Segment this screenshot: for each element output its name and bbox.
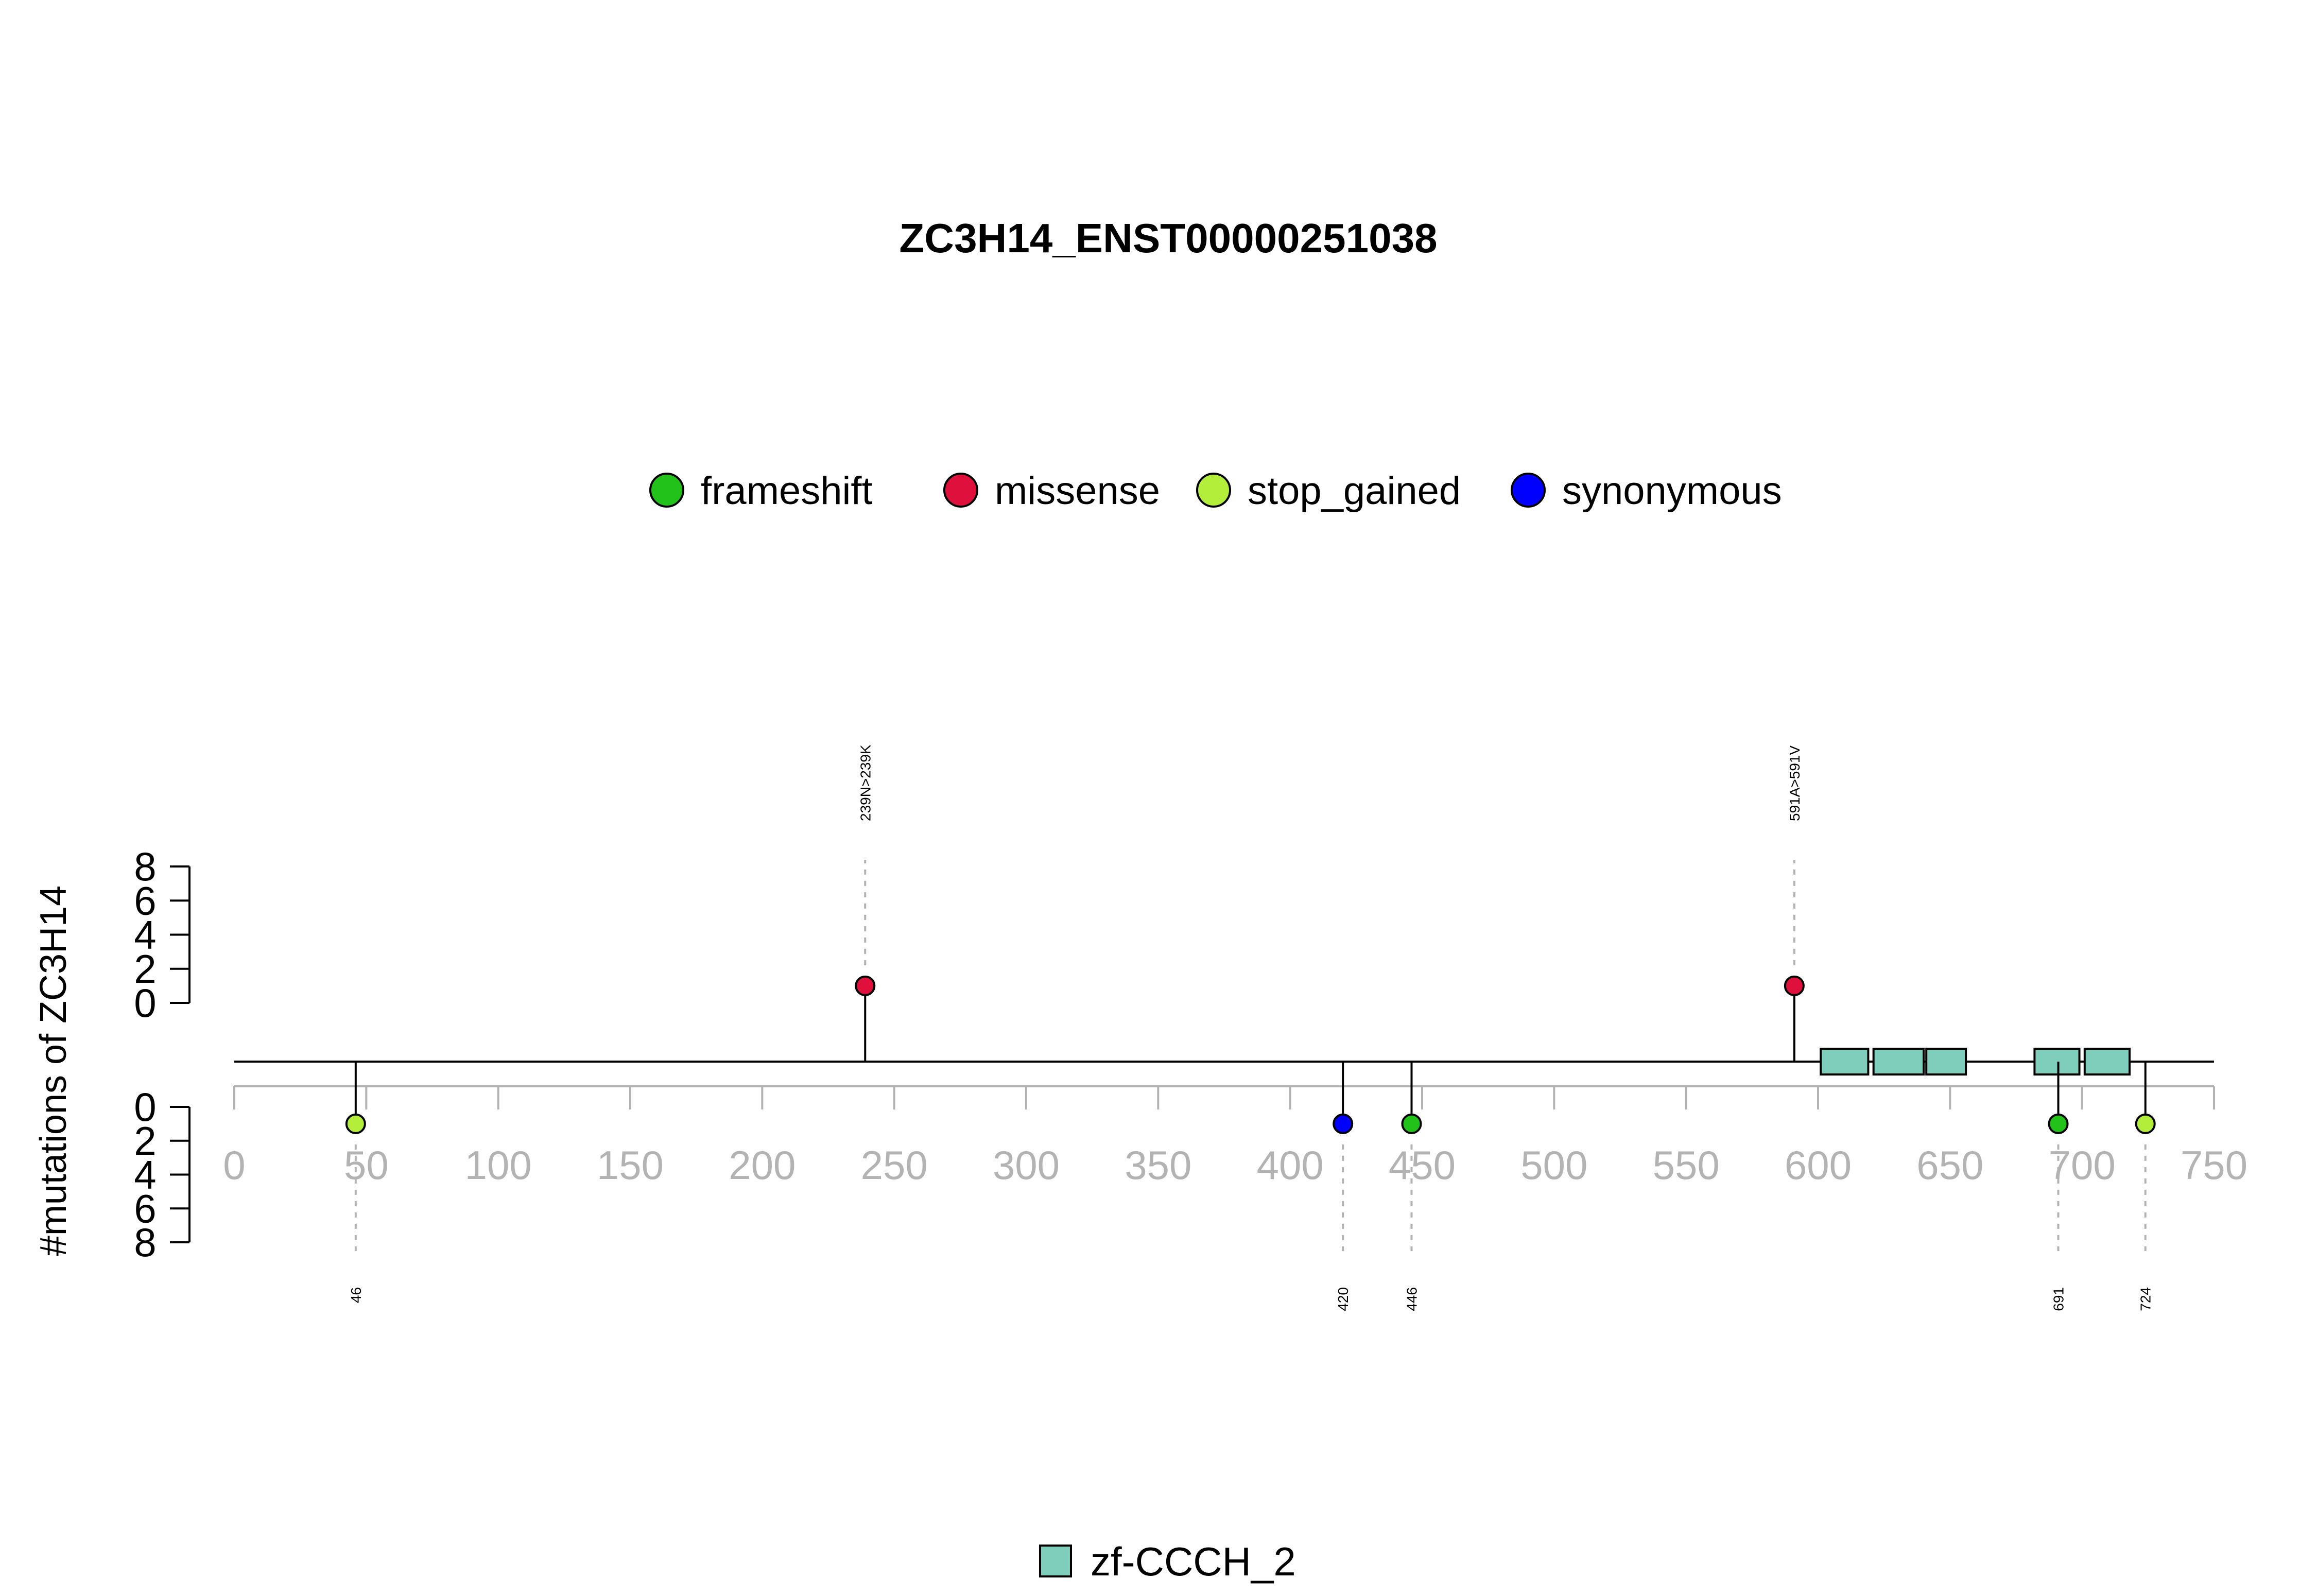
legend-swatch-frameshift xyxy=(649,473,684,508)
x-tick-label: 0 xyxy=(223,1142,245,1188)
legend-swatch-synonymous xyxy=(1511,473,1546,508)
mutation-label-bottom: 446 xyxy=(1404,1287,1420,1311)
x-tick-label: 300 xyxy=(993,1142,1060,1188)
x-tick-label: 250 xyxy=(861,1142,928,1188)
y-top-tick-label: 6 xyxy=(134,878,156,923)
y-bottom-tick-label: 0 xyxy=(134,1084,156,1130)
legend-label-missense: missense xyxy=(995,469,1160,513)
lollipop-head-frameshift xyxy=(2048,1113,2069,1134)
x-tick-label: 550 xyxy=(1653,1142,1720,1188)
y-bottom-tick-label: 2 xyxy=(134,1118,156,1164)
mutation-label-top: 591A>591V xyxy=(1787,745,1803,821)
domain-zf-CCCH_2-2 xyxy=(1925,1048,1967,1075)
mutation-label-bottom: 724 xyxy=(2138,1287,2154,1311)
x-tick-label: 400 xyxy=(1257,1142,1324,1188)
x-tick-label: 150 xyxy=(597,1142,664,1188)
chart-title: ZC3H14_ENST00000251038 xyxy=(899,215,1437,261)
y-bottom-tick-label: 8 xyxy=(134,1220,156,1265)
x-axis: 0 50 100 150 200 250 300 350 400 450 500 550 600 650 7… xyxy=(223,1085,2247,1188)
protein-domains xyxy=(1820,1048,2131,1075)
domain-legend: zf-CCCH_2 xyxy=(1039,1539,1296,1584)
x-tick-label: 50 xyxy=(344,1142,389,1188)
x-tick-label: 750 xyxy=(2181,1142,2247,1188)
y-bottom-tick-label: 4 xyxy=(134,1152,156,1198)
mutation-label-bottom: 420 xyxy=(1335,1287,1351,1311)
legend-label-synonymous: synonymous xyxy=(1562,469,1782,513)
domain-legend-label: zf-CCCH_2 xyxy=(1091,1539,1296,1584)
y-top-tick-label: 8 xyxy=(134,844,156,889)
y-top-tick-label: 0 xyxy=(134,980,156,1026)
domain-zf-CCCH_2-3 xyxy=(2033,1048,2081,1075)
legend-label-stop_gained: stop_gained xyxy=(1248,469,1461,513)
lollipop-head-frameshift xyxy=(1401,1113,1422,1134)
x-tick-label: 200 xyxy=(729,1142,796,1188)
legend-label-frameshift: frameshift xyxy=(701,469,873,513)
domain-zf-CCCH_2-4 xyxy=(2083,1048,2131,1075)
lollipop-marks: 239N>239K 591A>591V 46 420 446 691 724 xyxy=(345,744,2156,1311)
x-tick-label: 700 xyxy=(2049,1142,2116,1188)
lollipop-head-stop_gained xyxy=(2135,1113,2156,1134)
x-tick-label: 600 xyxy=(1785,1142,1852,1188)
mutation-legend: frameshift missense stop_gained synonymous xyxy=(649,469,1782,513)
x-tick-label: 650 xyxy=(1916,1142,1983,1188)
x-tick-label: 100 xyxy=(465,1142,532,1188)
lollipop-head-missense xyxy=(855,975,876,996)
x-tick-label: 500 xyxy=(1520,1142,1587,1188)
y-top-tick-label: 4 xyxy=(134,912,156,958)
domain-zf-CCCH_2-1 xyxy=(1872,1048,1925,1075)
mutation-label-top: 239N>239K xyxy=(857,744,873,821)
legend-swatch-stop_gained xyxy=(1196,473,1231,508)
mutation-label-bottom: 46 xyxy=(348,1287,364,1303)
domain-zf-CCCH_2-0 xyxy=(1820,1048,1870,1075)
lollipop-head-stop_gained xyxy=(345,1113,366,1134)
domain-legend-swatch xyxy=(1039,1545,1072,1577)
x-tick-label: 450 xyxy=(1389,1142,1456,1188)
lollipop-head-synonymous xyxy=(1333,1113,1354,1134)
y-top-tick-label: 2 xyxy=(134,946,156,992)
y-bottom-tick-label: 6 xyxy=(134,1186,156,1231)
x-tick-label: 350 xyxy=(1125,1142,1191,1188)
mutation-label-bottom: 691 xyxy=(2051,1287,2067,1311)
lollipop-head-missense xyxy=(1784,975,1805,996)
y-axis-label: #mutations of ZC3H14 xyxy=(33,886,74,1256)
legend-swatch-missense xyxy=(943,473,978,508)
